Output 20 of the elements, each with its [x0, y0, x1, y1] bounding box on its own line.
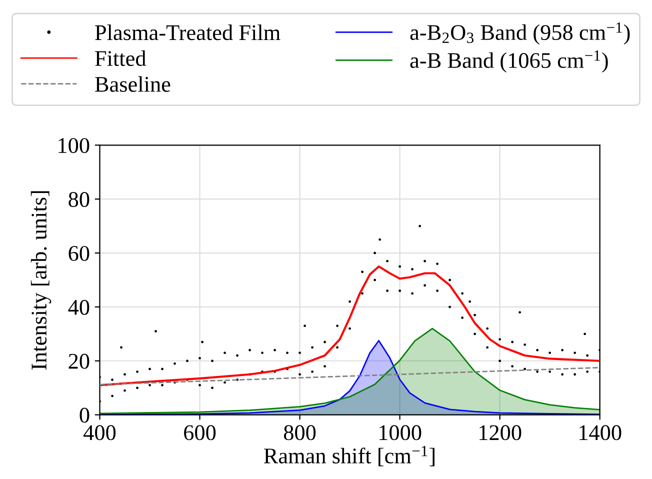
x-tick-label: 400 — [84, 425, 116, 440]
y-tick-label: 100 — [58, 138, 90, 154]
x-tick-label: 600 — [184, 425, 216, 440]
y-tick-label: 40 — [68, 300, 90, 315]
x-axis-title: Raman shift [cm$^{−1}$] — [264, 446, 434, 466]
x-tick-label: 800 — [284, 425, 316, 440]
legend-label: a-B Band (1065 cm$^{−1}$) — [410, 50, 608, 73]
y-tick-label: 0 — [80, 408, 90, 423]
legend-label: Plasma-Treated Film — [95, 24, 280, 40]
y-tick-label: 20 — [68, 354, 90, 369]
x-tick-label: 1200 — [480, 425, 522, 440]
legend-label: Baseline — [95, 76, 170, 92]
legend-label: Fitted — [95, 50, 146, 66]
y-axis-title: Intensity [arb. units] — [30, 191, 52, 370]
y-tick-label: 80 — [68, 192, 90, 207]
line-series — [100, 265, 600, 386]
legend-label: a-B$_{2}$O$_{3}$ Band (958 cm$^{−1}$) — [410, 22, 630, 45]
x-tick-label: 1400 — [580, 425, 622, 440]
y-tick-label: 60 — [68, 246, 90, 261]
x-tick-label: 1000 — [380, 425, 422, 440]
